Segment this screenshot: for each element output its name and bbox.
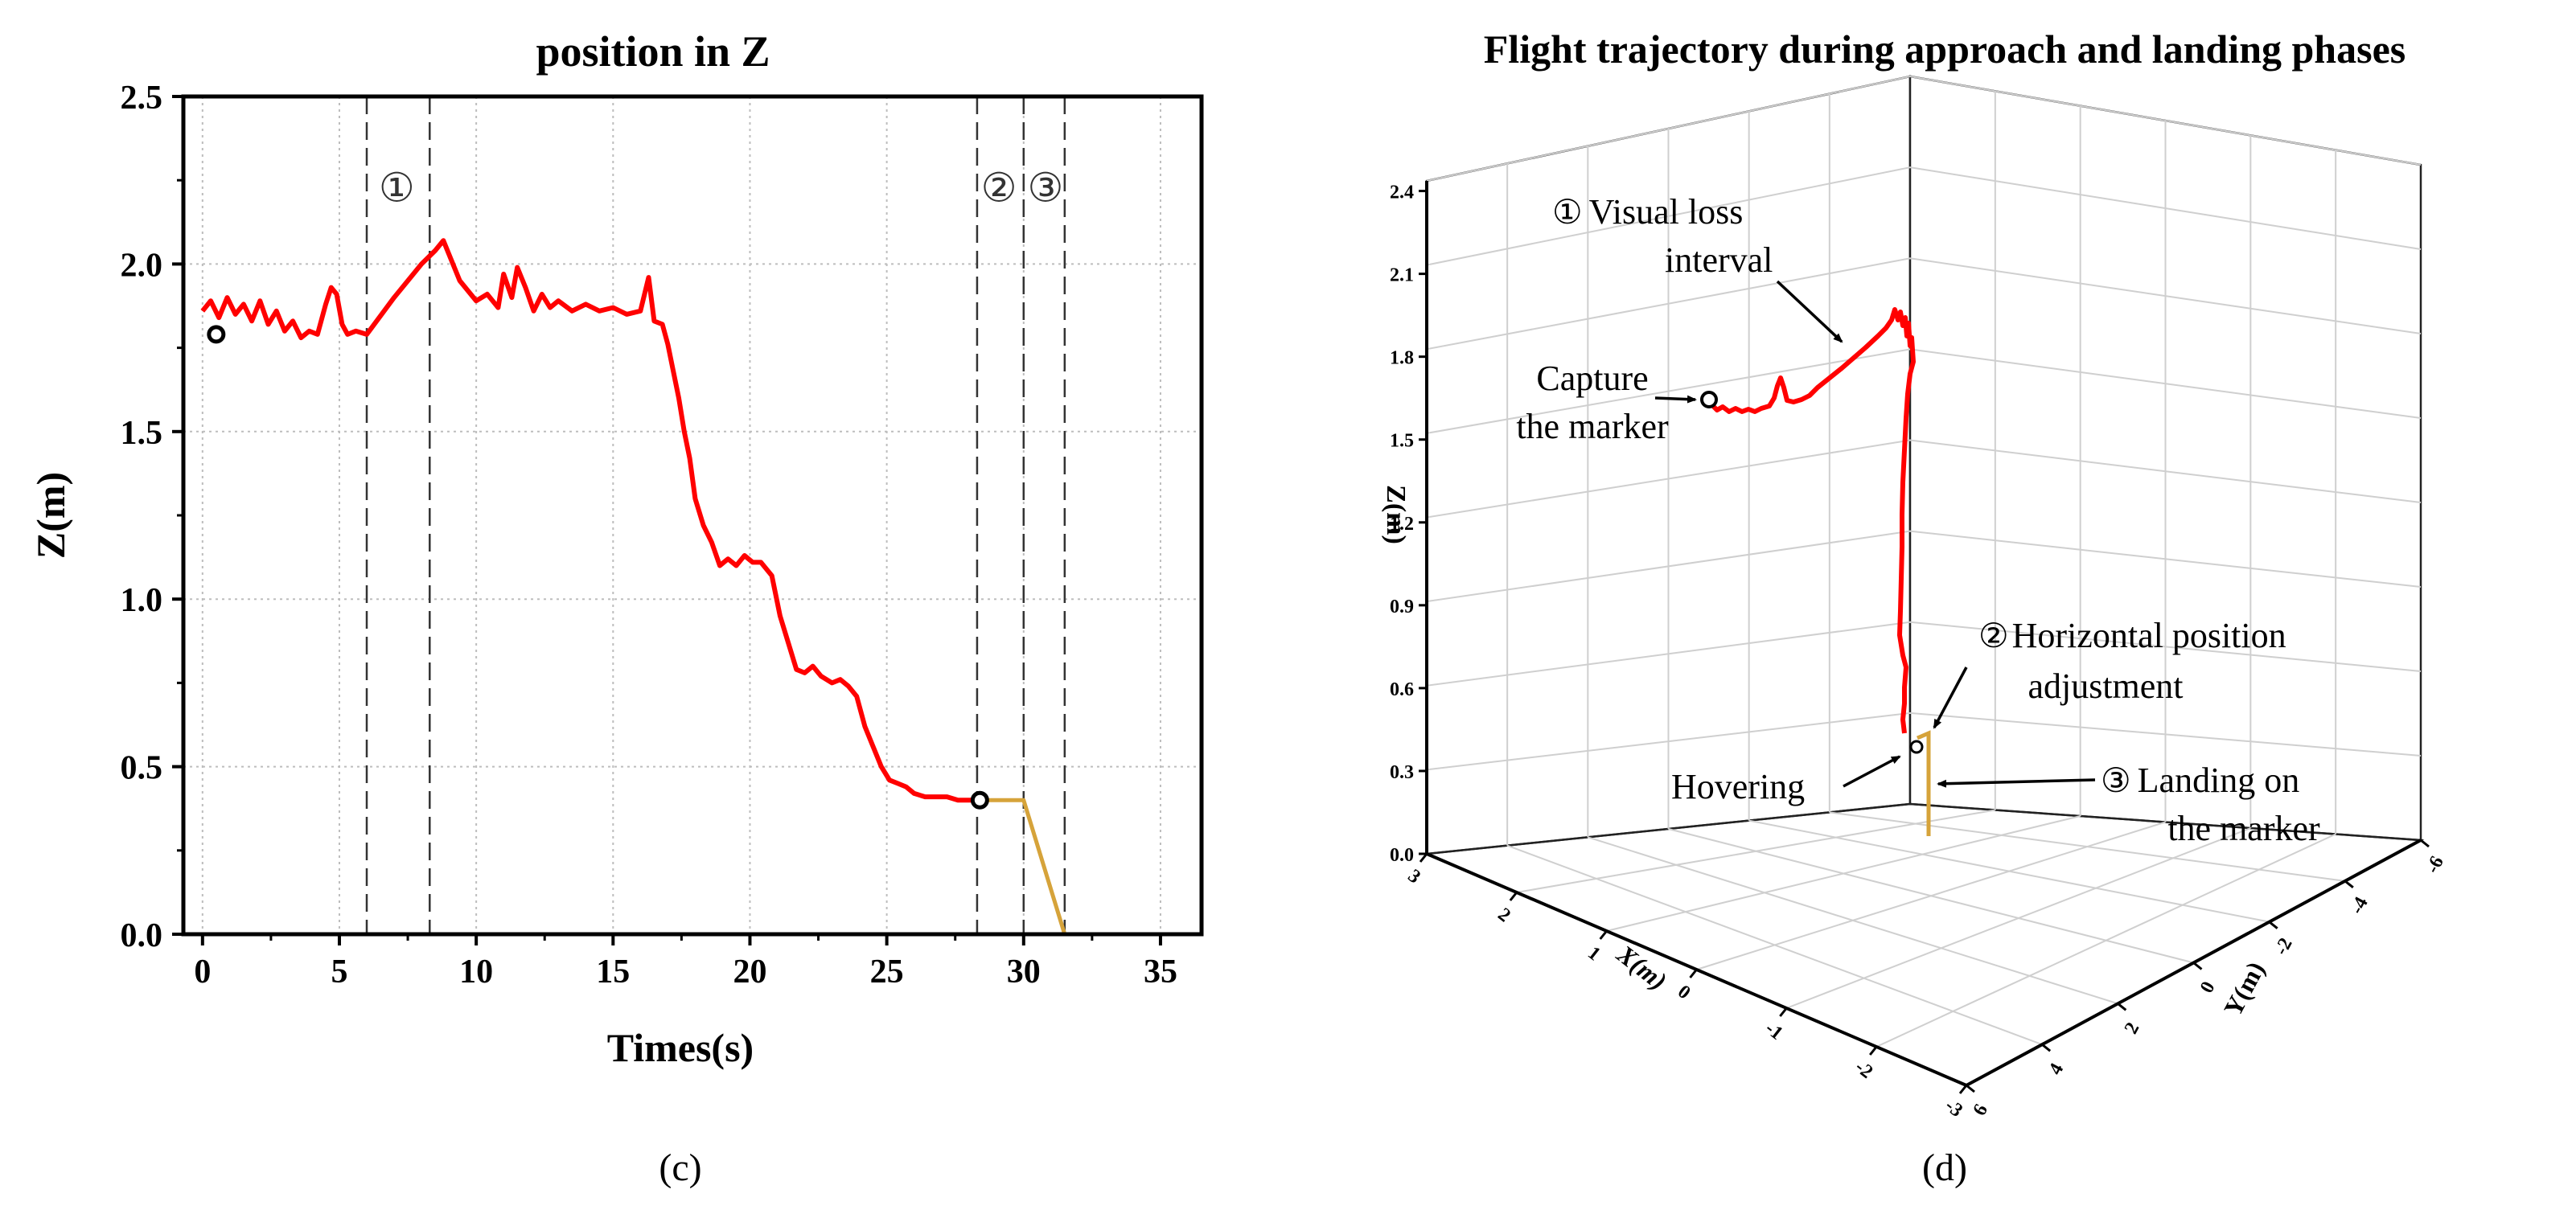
chart-d-ytick-label-5: -4 <box>2346 894 2372 918</box>
chart-d-landing-arrow <box>1937 778 2096 788</box>
chart-d-capture-marker <box>1700 391 1718 408</box>
chart-d-ytick-label-0: 6 <box>1970 1101 1993 1119</box>
chart-d-ytick-label-6: -6 <box>2422 853 2448 877</box>
chart-c-xtick-label-1: 5 <box>331 954 347 990</box>
chart-d-ytick-mark-3 <box>2192 962 2203 970</box>
chart-d-ztick-label-1: 0.3 <box>1390 762 1414 783</box>
chart-d-ytick-mark-6 <box>2420 839 2430 848</box>
chart-d-hovering-label: Hovering <box>1671 767 1805 806</box>
chart-c-phase-lines <box>365 96 1066 934</box>
chart-d-ytick-mark-5 <box>2344 880 2354 889</box>
chart-d-capture-label-2: the marker <box>1516 407 1669 446</box>
chart-c-ytick-label-3: 1.5 <box>121 415 163 452</box>
chart-d-landing-label: ③ Landing on <box>2101 761 2299 800</box>
chart-d-ztick-label-5: 1.5 <box>1390 431 1414 452</box>
chart-c-ytick-label-1: 0.5 <box>121 750 163 787</box>
chart-d-ztick-label-2: 0.6 <box>1390 679 1414 700</box>
chart-d-horizontal-arrow <box>1933 666 1968 729</box>
chart-c-grid <box>183 96 1202 935</box>
chart-c-ylabel: Z(m) <box>28 472 73 559</box>
chart-d-hover-marker <box>1909 740 1924 754</box>
chart-d-xtick-label-1: 2 <box>1493 904 1514 927</box>
chart-c-xtick-label-2: 10 <box>459 954 493 990</box>
chart-c-ticks: 0 5 10 15 20 25 30 35 0.0 0.5 1.0 1.5 2.0 2.5 <box>121 80 1177 990</box>
chart-d-xtick-mark-5 <box>1868 1046 1878 1056</box>
chart-d-capture-label: Capture <box>1536 359 1648 398</box>
chart-d-ytick-mark-2 <box>2117 1003 2127 1011</box>
panel-d-label: (d) <box>1922 1146 1967 1189</box>
chart-d-xtick-mark-2 <box>1599 930 1608 940</box>
chart-d-capture-arrow <box>1654 395 1697 404</box>
chart-c-ytick-label-0: 0.0 <box>121 917 163 954</box>
panel-c-label: (c) <box>659 1146 701 1189</box>
chart-c-phase-label-1: ② <box>981 165 1017 211</box>
chart-d-xtick-mark-4 <box>1779 1007 1788 1017</box>
chart-d-landing-label-2: the marker <box>2167 809 2320 848</box>
chart-d-approach-trajectory <box>1703 307 1916 734</box>
chart-d-xtick-label-5: -2 <box>1851 1056 1877 1083</box>
chart-d-xtick-mark-6 <box>1958 1085 1968 1094</box>
chart-c-phase-label-0: ① <box>379 165 415 211</box>
chart-c-ytick-label-2: 1.0 <box>121 582 163 619</box>
chart-d-floor-grid-b-5 <box>1829 811 2345 882</box>
chart-d-ztick-label-7: 2.1 <box>1390 265 1414 286</box>
chart-d-floor-grid-b-3 <box>1668 828 2194 964</box>
chart-d-title: Flight trajectory during approach and la… <box>1484 27 2405 72</box>
chart-c-marker-1 <box>970 790 989 810</box>
panel-c: position in Z 0 5 10 15 20 25 30 35 0.0 0.5 1.0 1.5… <box>28 27 1204 1189</box>
chart-d-ytick-label-4: -2 <box>2270 934 2296 958</box>
chart-d-xtick-mark-1 <box>1509 892 1518 901</box>
chart-d-xtick-label-6: -3 <box>1941 1095 1966 1122</box>
chart-d-ztick-label-0: 0.0 <box>1390 845 1414 866</box>
chart-d-ytick-label-1: 4 <box>2045 1060 2069 1078</box>
chart-d-floor-grid-a-5 <box>1876 833 2336 1048</box>
chart-d-xtick-label-4: -1 <box>1761 1018 1787 1044</box>
chart-d-ytick-mark-4 <box>2268 921 2278 929</box>
chart-d-xtick-mark-3 <box>1689 969 1698 978</box>
chart-d-xtick-label-3: 0 <box>1674 982 1694 1004</box>
chart-d-xtick-label-0: 3 <box>1404 866 1424 888</box>
chart-d-ztick-label-3: 0.9 <box>1390 597 1414 617</box>
chart-c-ytick-label-5: 2.5 <box>121 80 163 117</box>
chart-d-ylabel: Y(m) <box>2218 957 2270 1021</box>
chart-d-visual-loss-arrow <box>1776 280 1843 343</box>
chart-c-plot-frame <box>181 94 1204 937</box>
chart-d-xtick-label-2: 1 <box>1584 943 1604 966</box>
chart-c-marker-0 <box>207 325 226 344</box>
chart-c-title: position in Z <box>536 27 770 76</box>
chart-d-landing-trajectory <box>1917 730 1931 836</box>
chart-c-ytick-label-4: 2.0 <box>121 247 163 284</box>
chart-c-xtick-label-6: 30 <box>1007 954 1041 990</box>
chart-d-ytick-label-3: 0 <box>2196 978 2220 997</box>
chart-c-xtick-label-5: 25 <box>870 954 904 990</box>
chart-c-xtick-label-3: 15 <box>596 954 630 990</box>
chart-c-xtick-label-0: 0 <box>194 954 211 990</box>
chart-d-xtick-mark-0 <box>1419 853 1428 863</box>
chart-d-visual-loss-label: ① Visual loss <box>1552 192 1743 232</box>
chart-c-series <box>200 238 1067 935</box>
chart-c-series-landing <box>980 798 1067 935</box>
chart-d-grid <box>1426 75 2422 1048</box>
chart-d-ztick-label-8: 2.4 <box>1390 183 1414 203</box>
chart-c-series-approach <box>200 238 980 803</box>
chart-c-phase-label-2: ③ <box>1028 165 1064 211</box>
chart-d-horizontal-label-2: adjustment <box>2028 666 2183 706</box>
chart-c-markers <box>207 325 989 810</box>
chart-d-horizontal-label: ②Horizontal position <box>1978 616 2286 655</box>
panel-d: Flight trajectory during approach and la… <box>1381 27 2448 1189</box>
chart-d-ytick-mark-0 <box>1966 1084 1975 1093</box>
chart-d-zlabel: Z(m) <box>1381 485 1411 544</box>
chart-d-ztick-label-6: 1.8 <box>1390 348 1414 369</box>
chart-d-ztick-label-4: 1.2 <box>1390 514 1414 535</box>
chart-c-xtick-label-4: 20 <box>733 954 766 990</box>
chart-c-xtick-label-7: 35 <box>1144 954 1177 990</box>
chart-d-ytick-label-2: 2 <box>2121 1019 2144 1038</box>
chart-d-hovering-arrow <box>1843 755 1901 788</box>
chart-c-xlabel: Times(s) <box>607 1025 754 1070</box>
chart-d-ytick-mark-1 <box>2041 1043 2052 1052</box>
chart-d-visual-loss-label-2: interval <box>1665 240 1773 280</box>
